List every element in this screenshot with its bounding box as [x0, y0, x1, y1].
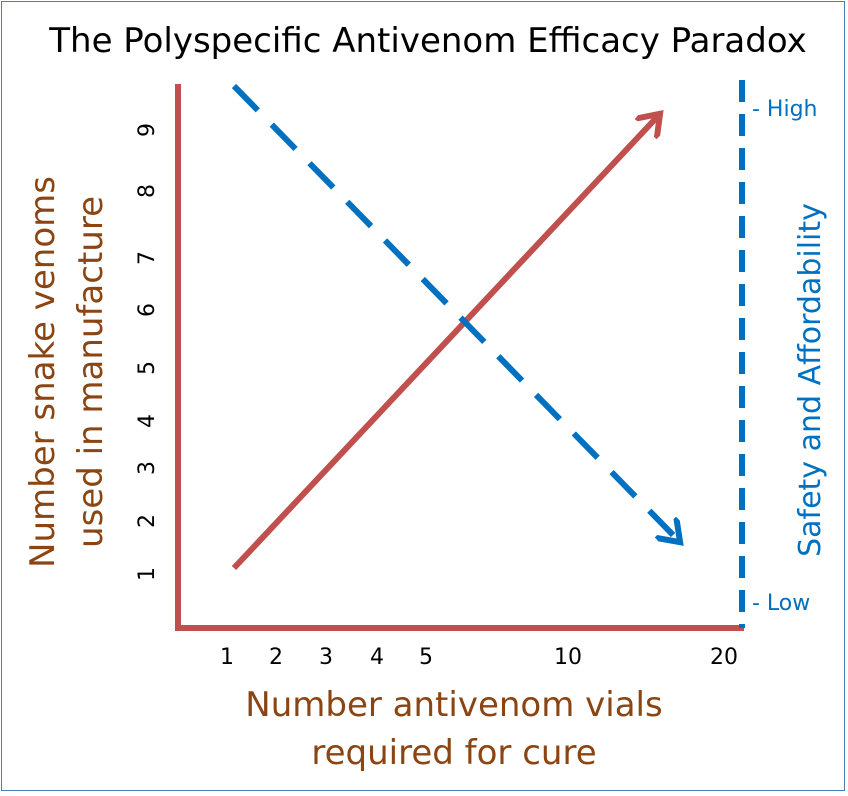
x-tick-label: 2	[269, 645, 283, 670]
safety-trend-arrow	[231, 83, 678, 540]
right-y-axis-label: Safety and Affordability	[793, 203, 828, 557]
x-tick-label: 10	[554, 645, 582, 670]
safety-high-label: - High	[752, 97, 818, 122]
y-tick-label: 7	[135, 251, 160, 265]
venom-trend-arrow	[231, 116, 658, 571]
y-tick-label: 1	[135, 567, 160, 581]
x-axis-label-line2: required for cure	[311, 733, 596, 773]
y-tick-label: 5	[135, 361, 160, 375]
y-tick-label: 2	[135, 514, 160, 528]
left-y-tick-labels: 1 2 3 4 5 6 7 8 9	[135, 123, 160, 581]
x-tick-label: 3	[319, 645, 333, 670]
left-y-axis-label-line1: Number snake venoms	[23, 176, 63, 568]
safety-low-label: - Low	[752, 591, 810, 616]
y-tick-label: 6	[135, 303, 160, 317]
x-tick-label: 1	[220, 645, 234, 670]
y-tick-label: 4	[135, 414, 160, 428]
x-tick-labels: 1 2 3 4 5 10 20	[220, 645, 738, 670]
x-tick-label: 4	[370, 645, 384, 670]
x-axis-label-line1: Number antivenom vials	[245, 685, 662, 725]
x-tick-label: 5	[419, 645, 433, 670]
y-tick-label: 8	[135, 184, 160, 198]
left-y-axis-label-line2: used in manufacture	[71, 196, 111, 548]
y-tick-label: 3	[135, 461, 160, 475]
y-tick-label: 9	[135, 123, 160, 137]
x-tick-label: 20	[710, 645, 738, 670]
diagram-title: The Polyspecific Antivenom Efficacy Para…	[48, 21, 806, 61]
